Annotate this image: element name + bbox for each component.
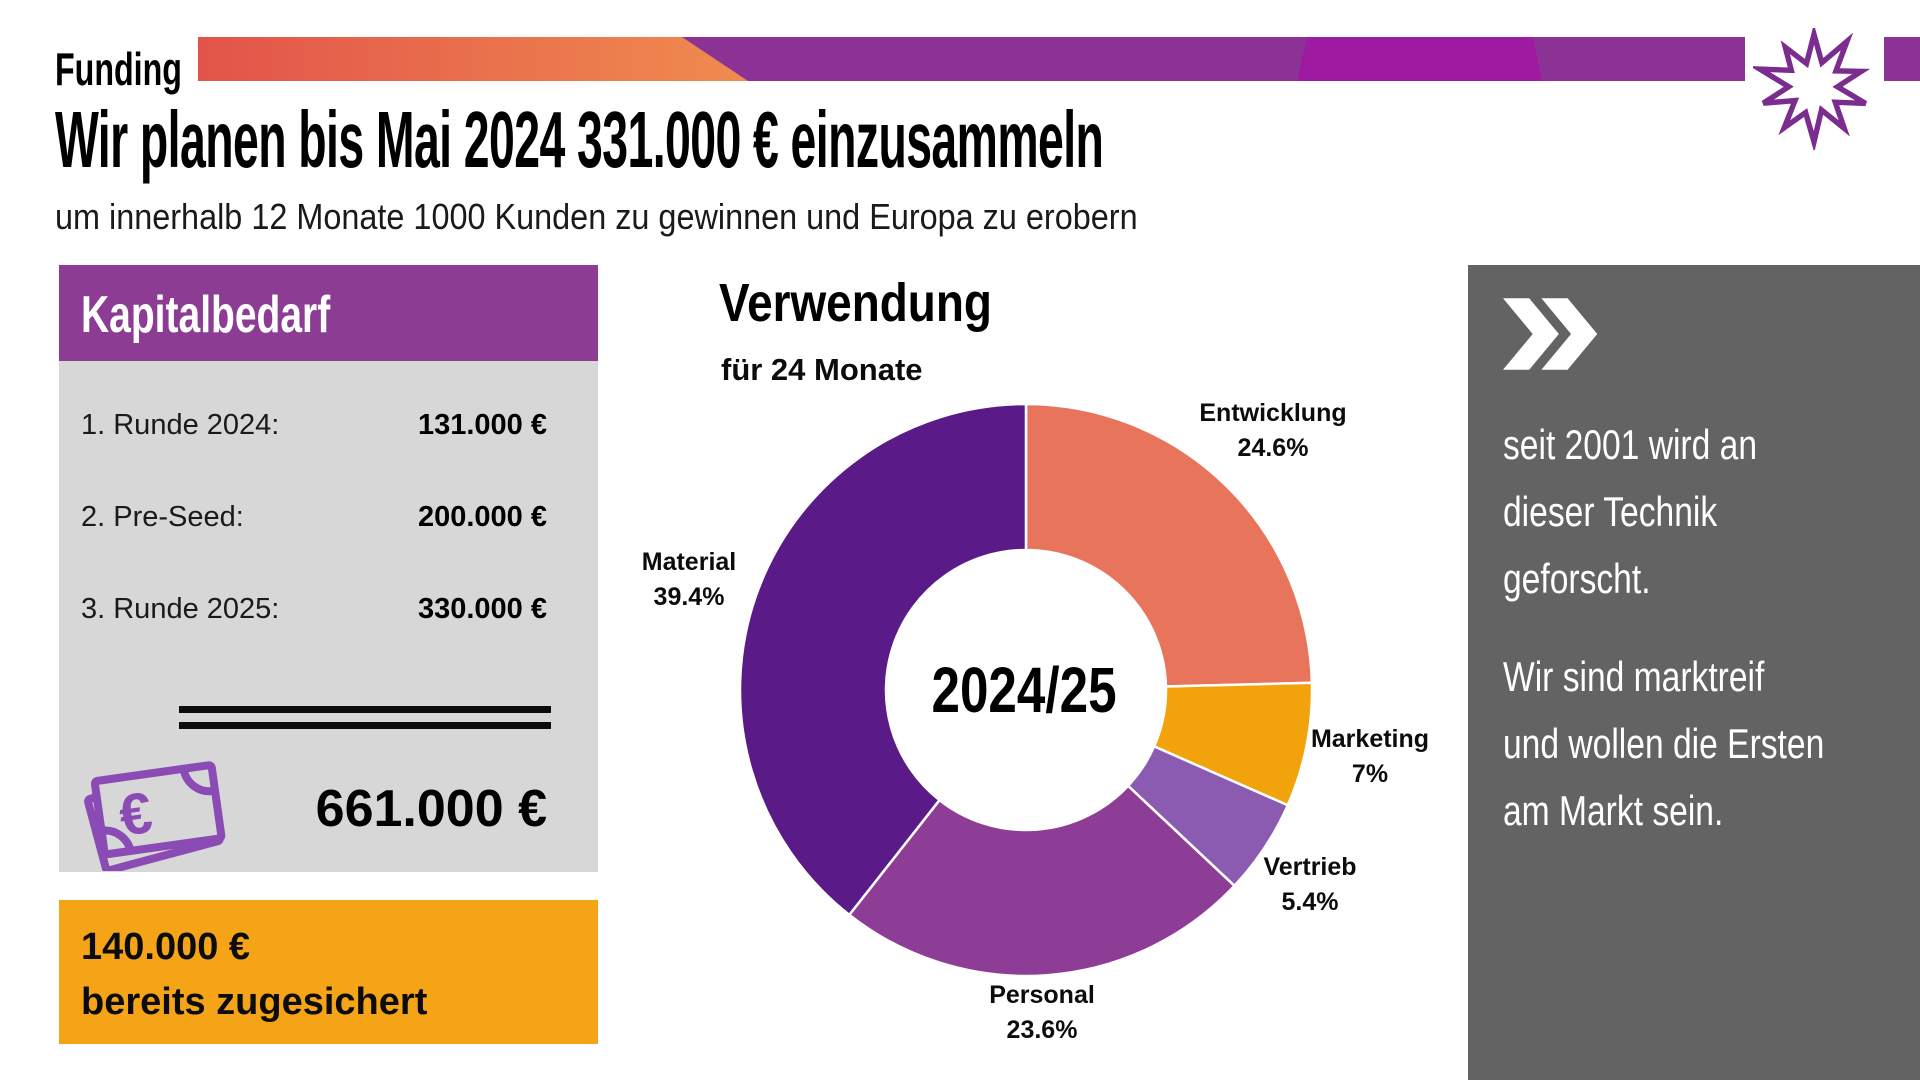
segment-label-marketing: Marketing 7% bbox=[1311, 722, 1429, 792]
starburst-icon bbox=[1753, 28, 1871, 150]
secured-caption: bereits zugesichert bbox=[81, 981, 428, 1024]
capital-panel-header: Kapitalbedarf bbox=[59, 265, 598, 361]
decorative-top-bar bbox=[198, 37, 1920, 81]
capital-row: 3. Runde 2025: 330.000 € bbox=[59, 593, 598, 626]
segment-label-entwicklung: Entwicklung 24.6% bbox=[1199, 396, 1346, 466]
donut-center-label: 2024/25 bbox=[931, 654, 1117, 726]
side-text-line: am Markt sein. bbox=[1503, 786, 1724, 834]
segment-name: Marketing bbox=[1310, 725, 1430, 753]
side-paragraph-1: seit 2001 wird an dieser Technik geforsc… bbox=[1503, 411, 1813, 613]
donut-segment-personal bbox=[847, 784, 1237, 978]
segment-name: Vertrieb bbox=[1263, 853, 1357, 881]
side-panel: seit 2001 wird an dieser Technik geforsc… bbox=[1468, 265, 1920, 1080]
capital-row-label: 2. Pre-Seed: bbox=[81, 501, 244, 533]
side-text-line: und wollen die Ersten bbox=[1503, 719, 1825, 767]
segment-percent: 39.4% bbox=[653, 583, 725, 611]
capital-total-value: 661.000 € bbox=[315, 780, 547, 838]
capital-row-value: 131.000 € bbox=[417, 409, 547, 441]
capital-row: 2. Pre-Seed: 200.000 € bbox=[59, 501, 598, 534]
segment-percent: 5.4% bbox=[1281, 888, 1339, 916]
segment-name: Entwicklung bbox=[1199, 399, 1347, 427]
donut-segment-entwicklung bbox=[1024, 402, 1314, 688]
secured-amount-box: 140.000 € bereits zugesichert bbox=[59, 900, 598, 1044]
segment-label-material: Material 39.4% bbox=[642, 545, 736, 615]
segment-name: Personal bbox=[989, 981, 1095, 1009]
segment-percent: 23.6% bbox=[1006, 1016, 1078, 1044]
chart-subtitle: für 24 Monate bbox=[721, 352, 923, 387]
capital-row-label: 3. Runde 2025: bbox=[81, 593, 280, 625]
top-bar-magenta-segment bbox=[1297, 37, 1542, 81]
donut-chart bbox=[738, 402, 1314, 978]
side-text-line: seit 2001 wird an bbox=[1503, 421, 1758, 468]
double-chevron-icon bbox=[1503, 298, 1598, 370]
sum-double-rule bbox=[179, 706, 551, 729]
page-title: Wir planen bis Mai 2024 331.000 € einzus… bbox=[55, 95, 1104, 184]
top-bar-orange-segment bbox=[198, 37, 748, 81]
capital-row-label: 1. Runde 2024: bbox=[81, 409, 280, 441]
capital-row: 1. Runde 2024: 131.000 € bbox=[59, 409, 598, 442]
segment-percent: 24.6% bbox=[1237, 434, 1309, 462]
capital-panel-title: Kapitalbedarf bbox=[81, 286, 331, 344]
kicker-label: Funding bbox=[55, 43, 182, 95]
side-text-line: geforscht. bbox=[1503, 555, 1651, 603]
capital-panel-body: 1. Runde 2024: 131.000 € 2. Pre-Seed: 20… bbox=[59, 361, 598, 872]
euro-banknote-icon: € bbox=[84, 761, 226, 871]
side-text-line: dieser Technik bbox=[1503, 488, 1718, 536]
donut-segment-material bbox=[738, 402, 1028, 917]
chart-title: Verwendung bbox=[719, 273, 992, 333]
segment-percent: 7% bbox=[1351, 760, 1389, 788]
side-text-line: Wir sind marktreif bbox=[1503, 652, 1765, 700]
page-subtitle: um innerhalb 12 Monate 1000 Kunden zu ge… bbox=[55, 196, 1138, 237]
capital-row-value: 200.000 € bbox=[417, 501, 547, 533]
segment-label-personal: Personal 23.6% bbox=[989, 978, 1095, 1048]
segment-name: Material bbox=[641, 548, 737, 576]
segment-label-vertrieb: Vertrieb 5.4% bbox=[1263, 850, 1356, 920]
side-paragraph-2: Wir sind marktreif und wollen die Ersten… bbox=[1503, 643, 1825, 845]
capital-row-value: 330.000 € bbox=[417, 593, 547, 625]
secured-amount: 140.000 € bbox=[81, 926, 251, 968]
